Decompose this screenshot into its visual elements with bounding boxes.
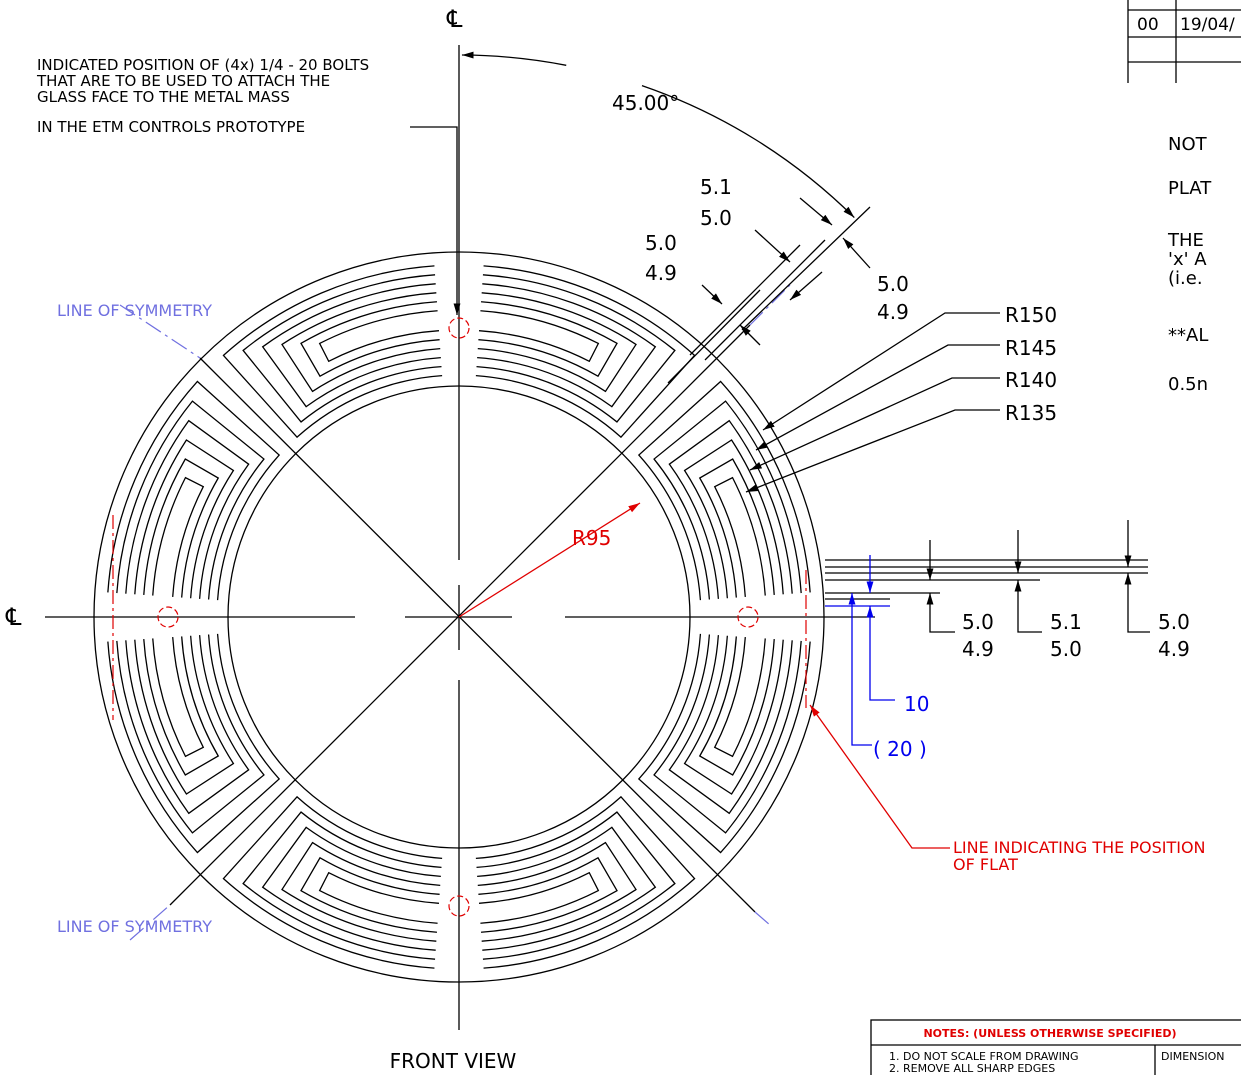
- note-text: (i.e.: [1168, 268, 1203, 289]
- dim-lower: 4.9: [962, 637, 994, 661]
- flat-note: OF FLAT: [953, 855, 1018, 874]
- radius-label: R150: [1005, 303, 1057, 327]
- comb-trace: [669, 421, 792, 599]
- radius-label: R145: [1005, 336, 1057, 360]
- radius-leaders: [746, 313, 1000, 492]
- comb-trace: [223, 266, 442, 437]
- dim-lower: 5.0: [1050, 637, 1082, 661]
- dim-lower: 5.0: [700, 206, 732, 230]
- comb-trace: [639, 381, 810, 600]
- revision-date: 19/04/: [1180, 15, 1235, 35]
- centerlines: [45, 45, 875, 1030]
- comb-trace: [477, 284, 655, 407]
- bolt-note: IN THE ETM CONTROLS PROTOTYPE: [37, 118, 305, 136]
- dim-upper: 5.1: [700, 175, 732, 199]
- comb-trace: [715, 637, 766, 756]
- comb-trace: [263, 284, 441, 407]
- note-text: NOT: [1168, 134, 1208, 155]
- r95-leader: [459, 503, 640, 617]
- comb-trace: [476, 266, 695, 437]
- note-text: **AL: [1168, 325, 1208, 346]
- dim-upper: 5.0: [645, 231, 677, 255]
- centerline-label: ℄: [446, 5, 463, 33]
- dim-lower: 4.9: [877, 300, 909, 324]
- angle-dimension: [462, 55, 854, 218]
- symmetry-label: LINE OF SYMMETRY: [57, 917, 212, 936]
- comb-trace: [108, 381, 279, 600]
- comb-trace: [243, 812, 441, 959]
- comb-trace: [715, 478, 766, 597]
- symmetry-label: LINE OF SYMMETRY: [57, 301, 212, 320]
- flat-reference: ( 20 ): [873, 737, 927, 761]
- comb-trace: [669, 635, 792, 813]
- comb-trace: [153, 637, 204, 756]
- comb-trace: [320, 873, 439, 924]
- comb-trace: [479, 873, 598, 924]
- note-text: THE: [1167, 230, 1204, 251]
- dim-upper: 5.0: [877, 272, 909, 296]
- comb-trace: [126, 421, 249, 599]
- comb-trace: [108, 634, 279, 853]
- radius-label: R140: [1005, 368, 1057, 392]
- comb-trace: [243, 275, 441, 422]
- centerline-label: ℄: [5, 603, 22, 631]
- labels: ℄ ℄ INDICATED POSITION OF (4x) 1/4 - 20 …: [5, 5, 1235, 1075]
- page: ℄ ℄ INDICATED POSITION OF (4x) 1/4 - 20 …: [0, 0, 1241, 1075]
- dim-lower: 4.9: [1158, 637, 1190, 661]
- comb-trace: [477, 827, 655, 950]
- dim-upper: 5.0: [1158, 610, 1190, 634]
- flat-offset-lines: [825, 555, 895, 745]
- comb-trace: [476, 797, 695, 968]
- comb-trace: [654, 635, 801, 833]
- revision-block: [1128, 0, 1241, 83]
- notes-heading: NOTES: (UNLESS OTHERWISE SPECIFIED): [923, 1027, 1176, 1040]
- dim-upper: 5.1: [1050, 610, 1082, 634]
- comb-trace: [639, 634, 810, 853]
- comb-trace: [479, 311, 598, 362]
- width-dimension-lines: [668, 198, 870, 383]
- note-text: 'x' A: [1168, 249, 1207, 270]
- r95-label: R95: [572, 526, 611, 550]
- comb-trace: [126, 635, 249, 813]
- dimension-header: DIMENSION: [1161, 1050, 1225, 1063]
- comb-trace: [654, 401, 801, 599]
- flat-leader: [810, 705, 950, 848]
- comb-trace: [223, 797, 442, 968]
- bolt-note: GLASS FACE TO THE METAL MASS: [37, 88, 290, 106]
- bolt-leader: [410, 127, 457, 315]
- comb-trace: [263, 827, 441, 950]
- dim-upper: 5.0: [962, 610, 994, 634]
- flat-offset: 10: [904, 692, 929, 716]
- note-text: 0.5n: [1168, 374, 1208, 395]
- comb-trace: [153, 478, 204, 597]
- drawing: ℄ ℄ INDICATED POSITION OF (4x) 1/4 - 20 …: [0, 0, 1241, 1075]
- view-title: FRONT VIEW: [390, 1049, 517, 1073]
- note-item: 2. REMOVE ALL SHARP EDGES: [889, 1062, 1055, 1075]
- dim-lower: 4.9: [645, 261, 677, 285]
- revision: 00: [1137, 15, 1159, 35]
- comb-trace: [477, 812, 675, 959]
- comb-trace: [320, 311, 439, 362]
- angle-label: 45.00°: [612, 91, 679, 115]
- note-text: PLAT: [1168, 178, 1212, 199]
- comb-trace: [477, 275, 675, 422]
- radius-label: R135: [1005, 401, 1057, 425]
- comb-trace: [117, 635, 264, 833]
- comb-trace: [117, 401, 264, 599]
